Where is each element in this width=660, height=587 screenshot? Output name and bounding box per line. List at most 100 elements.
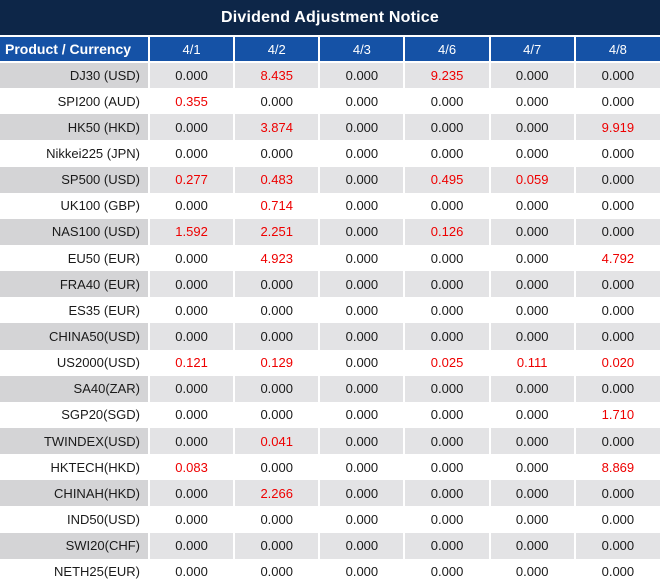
table-row: Nikkei225 (JPN) 0.000 0.000 0.000 0.000 0.000… — [0, 140, 660, 167]
table-row: SGP20(SGD) 0.000 0.000 0.000 0.000 0.000 1.710 — [0, 401, 660, 428]
value-cell: 0.000 — [573, 558, 660, 585]
date-header: 4/1 — [147, 37, 235, 63]
value-cell: 4.923 — [233, 244, 320, 272]
value-cell: 0.000 — [318, 349, 405, 376]
value-cell: 0.000 — [233, 297, 320, 324]
value-cell: 0.000 — [233, 401, 320, 428]
value-cell: 0.000 — [488, 88, 575, 115]
value-cell: 0.000 — [573, 480, 660, 507]
product-cell: CHINA50(USD) — [0, 323, 149, 350]
page-title: Dividend Adjustment Notice — [221, 8, 439, 26]
value-cell: 0.020 — [573, 349, 660, 376]
date-header: 4/8 — [573, 37, 660, 63]
date-header: 4/7 — [488, 37, 575, 63]
value-cell: 0.000 — [403, 480, 490, 507]
product-cell: SGP20(SGD) — [0, 401, 149, 428]
product-cell: Nikkei225 (JPN) — [0, 140, 149, 167]
value-cell: 0.000 — [573, 271, 660, 298]
product-cell: UK100 (GBP) — [0, 192, 149, 219]
value-cell: 0.000 — [147, 244, 235, 272]
value-cell: 0.000 — [488, 558, 575, 585]
value-cell: 0.000 — [233, 323, 320, 350]
value-cell: 0.000 — [488, 114, 575, 141]
value-cell: 0.129 — [233, 349, 320, 376]
value-cell: 1.592 — [147, 218, 235, 245]
value-cell: 0.000 — [488, 323, 575, 350]
value-cell: 0.000 — [318, 506, 405, 533]
value-cell: 0.000 — [318, 532, 405, 559]
value-cell: 0.000 — [147, 532, 235, 559]
value-cell: 0.000 — [488, 532, 575, 559]
value-cell: 0.000 — [488, 62, 575, 89]
value-cell: 0.495 — [403, 166, 490, 193]
value-cell: 0.000 — [403, 88, 490, 115]
value-cell: 0.000 — [488, 192, 575, 219]
value-cell: 1.710 — [573, 401, 660, 428]
value-cell: 0.000 — [147, 558, 235, 585]
value-cell: 0.000 — [147, 62, 235, 89]
value-cell: 0.000 — [147, 271, 235, 298]
product-cell: SPI200 (AUD) — [0, 88, 149, 115]
value-cell: 0.083 — [147, 454, 235, 481]
value-cell: 9.235 — [403, 62, 490, 89]
table-row: NETH25(EUR) 0.000 0.000 0.000 0.000 0.000 0.00… — [0, 558, 660, 585]
value-cell: 0.000 — [403, 140, 490, 167]
value-cell: 0.000 — [233, 88, 320, 115]
value-cell: 0.000 — [147, 192, 235, 219]
product-cell: SA40(ZAR) — [0, 375, 149, 402]
table-row: SPI200 (AUD) 0.355 0.000 0.000 0.000 0.000 0.0… — [0, 88, 660, 115]
value-cell: 8.869 — [573, 454, 660, 481]
table-row: EU50 (EUR) 0.000 4.923 0.000 0.000 0.000 4.792 — [0, 244, 660, 272]
value-cell: 0.000 — [403, 323, 490, 350]
value-cell: 0.000 — [233, 454, 320, 481]
value-cell: 0.111 — [488, 349, 575, 376]
value-cell: 0.000 — [318, 401, 405, 428]
table-row: NAS100 (USD) 1.592 2.251 0.000 0.126 0.000 0.0… — [0, 218, 660, 245]
value-cell: 0.355 — [147, 88, 235, 115]
value-cell: 0.000 — [488, 506, 575, 533]
product-cell: HK50 (HKD) — [0, 114, 149, 141]
value-cell: 0.277 — [147, 166, 235, 193]
table-row: DJ30 (USD) 0.000 8.435 0.000 9.235 0.000 0.000 — [0, 62, 660, 89]
title-bar: Dividend Adjustment Notice — [0, 0, 660, 37]
value-cell: 0.000 — [573, 323, 660, 350]
value-cell: 0.000 — [318, 192, 405, 219]
value-cell: 0.000 — [573, 166, 660, 193]
value-cell: 0.000 — [318, 323, 405, 350]
value-cell: 0.000 — [403, 427, 490, 455]
table-row: US2000(USD) 0.121 0.129 0.000 0.025 0.111 0.02… — [0, 349, 660, 376]
value-cell: 0.000 — [573, 140, 660, 167]
value-cell: 0.000 — [573, 532, 660, 559]
product-cell: NAS100 (USD) — [0, 218, 149, 245]
value-cell: 0.000 — [147, 506, 235, 533]
value-cell: 0.000 — [147, 114, 235, 141]
value-cell: 0.000 — [318, 297, 405, 324]
product-cell: US2000(USD) — [0, 349, 149, 376]
value-cell: 0.000 — [488, 271, 575, 298]
value-cell: 0.121 — [147, 349, 235, 376]
value-cell: 0.126 — [403, 218, 490, 245]
value-cell: 0.000 — [318, 480, 405, 507]
product-cell: DJ30 (USD) — [0, 62, 149, 89]
product-cell: IND50(USD) — [0, 506, 149, 533]
date-header: 4/2 — [233, 37, 320, 63]
table-row: CHINA50(USD) 0.000 0.000 0.000 0.000 0.000 0.0… — [0, 323, 660, 350]
value-cell: 0.000 — [318, 62, 405, 89]
value-cell: 2.251 — [233, 218, 320, 245]
table-row: HK50 (HKD) 0.000 3.874 0.000 0.000 0.000 9.919 — [0, 114, 660, 141]
table-row: IND50(USD) 0.000 0.000 0.000 0.000 0.000 0.000 — [0, 506, 660, 533]
table-row: ES35 (EUR) 0.000 0.000 0.000 0.000 0.000 0.000 — [0, 297, 660, 324]
value-cell: 0.000 — [318, 375, 405, 402]
product-currency-header: Product / Currency — [0, 37, 149, 63]
table-row: SWI20(CHF) 0.000 0.000 0.000 0.000 0.000 0.000 — [0, 532, 660, 559]
value-cell: 0.000 — [573, 218, 660, 245]
value-cell: 0.000 — [488, 480, 575, 507]
table-row: HKTECH(HKD) 0.083 0.000 0.000 0.000 0.000 8.86… — [0, 454, 660, 481]
value-cell: 0.000 — [488, 375, 575, 402]
value-cell: 0.000 — [403, 244, 490, 272]
value-cell: 0.000 — [147, 375, 235, 402]
date-header: 4/3 — [318, 37, 405, 63]
value-cell: 0.000 — [403, 297, 490, 324]
value-cell: 0.025 — [403, 349, 490, 376]
product-cell: ES35 (EUR) — [0, 297, 149, 324]
